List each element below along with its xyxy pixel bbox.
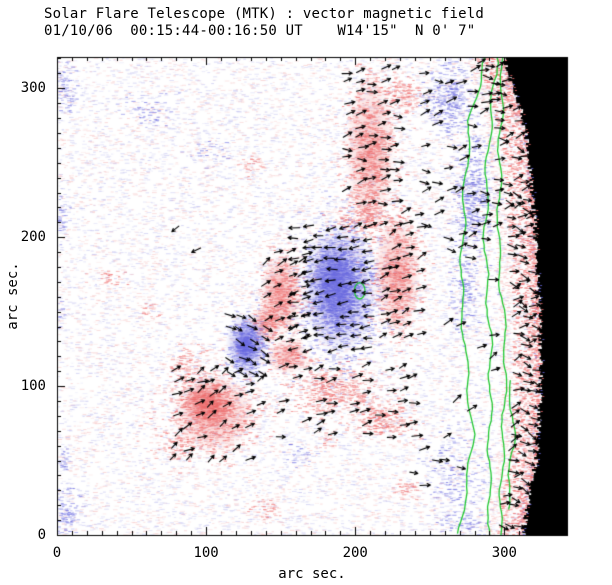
figure-title: Solar Flare Telescope (MTK) : vector mag… (44, 6, 485, 22)
figure-subtitle: 01/10/06 00:15:44-00:16:50 UT W14'15" N … (44, 23, 476, 39)
y-axis-title: arc sec. (5, 262, 21, 330)
y-tick-label-300: 300 (20, 80, 46, 97)
y-tick-label-200: 200 (20, 229, 46, 246)
x-tick-label-200: 200 (342, 545, 368, 561)
x-tick-label-100: 100 (193, 545, 219, 561)
x-tick-label-0: 0 (52, 545, 62, 561)
x-axis-title: arc sec. (278, 566, 346, 582)
y-tick-label-0: 0 (37, 527, 46, 543)
y-tick-label-100: 100 (20, 378, 46, 395)
x-tick-label-300: 300 (491, 545, 517, 561)
